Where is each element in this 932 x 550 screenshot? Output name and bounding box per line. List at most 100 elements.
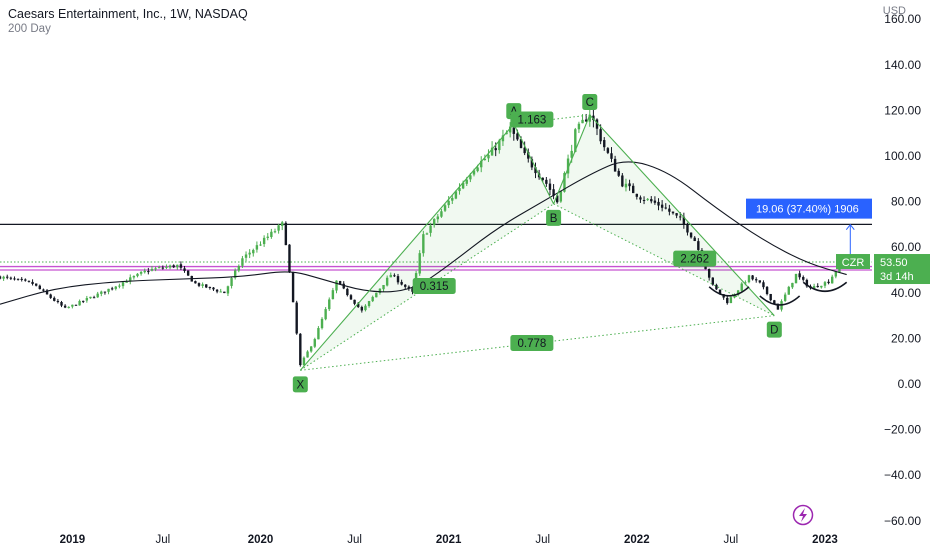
tradingview-logo[interactable] bbox=[792, 504, 814, 526]
candle-body bbox=[273, 231, 277, 233]
candle bbox=[114, 286, 117, 291]
horizontal-lines bbox=[0, 223, 872, 271]
candle bbox=[758, 280, 762, 284]
candle bbox=[349, 294, 353, 300]
y-axis[interactable]: −60.00 −40.00 −20.00 0.00 20.00 40.00 60.00 80.… bbox=[884, 12, 921, 528]
candle-body bbox=[425, 233, 429, 235]
pattern-ratio-2[interactable]: 2.262 bbox=[673, 250, 717, 267]
pattern-point-d[interactable]: D bbox=[766, 321, 782, 338]
x-tick-label: Jul bbox=[347, 534, 362, 546]
pattern-arcs bbox=[708, 281, 848, 306]
candle-body bbox=[335, 280, 338, 291]
candle-body bbox=[556, 195, 559, 203]
pattern-ratio-1[interactable]: 1.163 bbox=[510, 111, 554, 128]
candle bbox=[118, 283, 121, 289]
price-range-measure[interactable]: 19.06 (37.40%) 1906 bbox=[746, 198, 872, 268]
candle bbox=[335, 280, 338, 294]
candle-body bbox=[823, 282, 827, 286]
candle-body bbox=[56, 300, 60, 303]
candle-body bbox=[13, 278, 16, 280]
candle-body bbox=[378, 288, 382, 293]
pattern-point-x[interactable]: X bbox=[292, 376, 308, 393]
candle bbox=[288, 244, 291, 273]
arc-0 bbox=[708, 286, 750, 297]
candle-body bbox=[71, 304, 74, 307]
candle bbox=[38, 284, 42, 290]
indicator-name[interactable]: 200 Day bbox=[8, 23, 51, 35]
candle bbox=[20, 277, 23, 282]
candle-body bbox=[266, 236, 269, 238]
candle-body bbox=[548, 183, 552, 190]
x-axis[interactable]: 2019 Jul 2020 Jul 2021 Jul 2022 Jul 2023 bbox=[60, 534, 838, 546]
y-tick-label: −40.00 bbox=[884, 468, 921, 482]
candle-body bbox=[385, 277, 389, 286]
candle-body bbox=[244, 254, 248, 258]
candle bbox=[259, 241, 262, 246]
candle-body bbox=[581, 119, 584, 124]
pattern-leg-AB[interactable] bbox=[513, 123, 555, 205]
pattern-leg-CD[interactable] bbox=[589, 114, 775, 316]
candle-body bbox=[610, 153, 613, 159]
candle bbox=[534, 162, 537, 179]
pattern-ratio-badge bbox=[412, 277, 456, 294]
candle bbox=[726, 296, 729, 305]
candle-body bbox=[769, 293, 772, 301]
candle-body bbox=[291, 272, 295, 303]
candle bbox=[63, 304, 67, 309]
candle bbox=[244, 251, 248, 262]
candle-body bbox=[31, 281, 34, 284]
candle-body bbox=[281, 222, 284, 226]
candle-body bbox=[501, 135, 505, 142]
candle bbox=[16, 278, 20, 281]
candle-body bbox=[107, 288, 110, 292]
candle bbox=[31, 279, 34, 286]
candle bbox=[834, 271, 838, 279]
candle-body bbox=[357, 303, 360, 307]
pattern-ratio-3[interactable]: 0.778 bbox=[510, 334, 554, 351]
candle-body bbox=[404, 284, 407, 287]
candle bbox=[324, 307, 327, 321]
candle bbox=[642, 196, 646, 205]
candle-body bbox=[729, 297, 733, 304]
candle-body bbox=[125, 281, 128, 283]
candle bbox=[60, 300, 63, 308]
x-tick-label: Jul bbox=[724, 534, 739, 546]
candle bbox=[67, 306, 70, 309]
pattern-point-b[interactable]: B bbox=[546, 209, 562, 226]
candle bbox=[375, 292, 378, 298]
candle-body bbox=[27, 280, 31, 282]
candle-body bbox=[172, 265, 175, 268]
candle bbox=[71, 304, 74, 309]
candle bbox=[168, 264, 172, 270]
candle-body bbox=[646, 198, 649, 200]
candle-body bbox=[400, 281, 403, 285]
candle bbox=[299, 333, 302, 367]
candle-body bbox=[103, 291, 107, 293]
candle bbox=[823, 280, 827, 289]
candle bbox=[588, 108, 591, 127]
candle bbox=[422, 230, 425, 257]
y-tick-label: 160.00 bbox=[884, 12, 921, 26]
candle-body bbox=[671, 211, 675, 214]
candle-body bbox=[541, 177, 544, 181]
candle bbox=[827, 279, 830, 285]
pattern-point-c[interactable]: C bbox=[582, 93, 598, 110]
candle bbox=[317, 326, 320, 340]
candle-body bbox=[342, 283, 345, 289]
candle-body bbox=[762, 282, 765, 288]
candle-body bbox=[483, 158, 487, 160]
candle bbox=[161, 265, 165, 270]
candle bbox=[74, 304, 78, 306]
candle-body bbox=[765, 286, 769, 295]
pattern-ratio-0[interactable]: 0.315 bbox=[412, 277, 456, 294]
candle-body bbox=[226, 286, 230, 294]
pattern-leg-XA[interactable] bbox=[299, 123, 515, 371]
candle bbox=[650, 196, 653, 204]
candle bbox=[715, 283, 718, 291]
pattern-leg-BC[interactable] bbox=[553, 114, 591, 205]
candle-body bbox=[74, 304, 78, 306]
candle bbox=[432, 218, 436, 228]
candle bbox=[454, 190, 458, 200]
